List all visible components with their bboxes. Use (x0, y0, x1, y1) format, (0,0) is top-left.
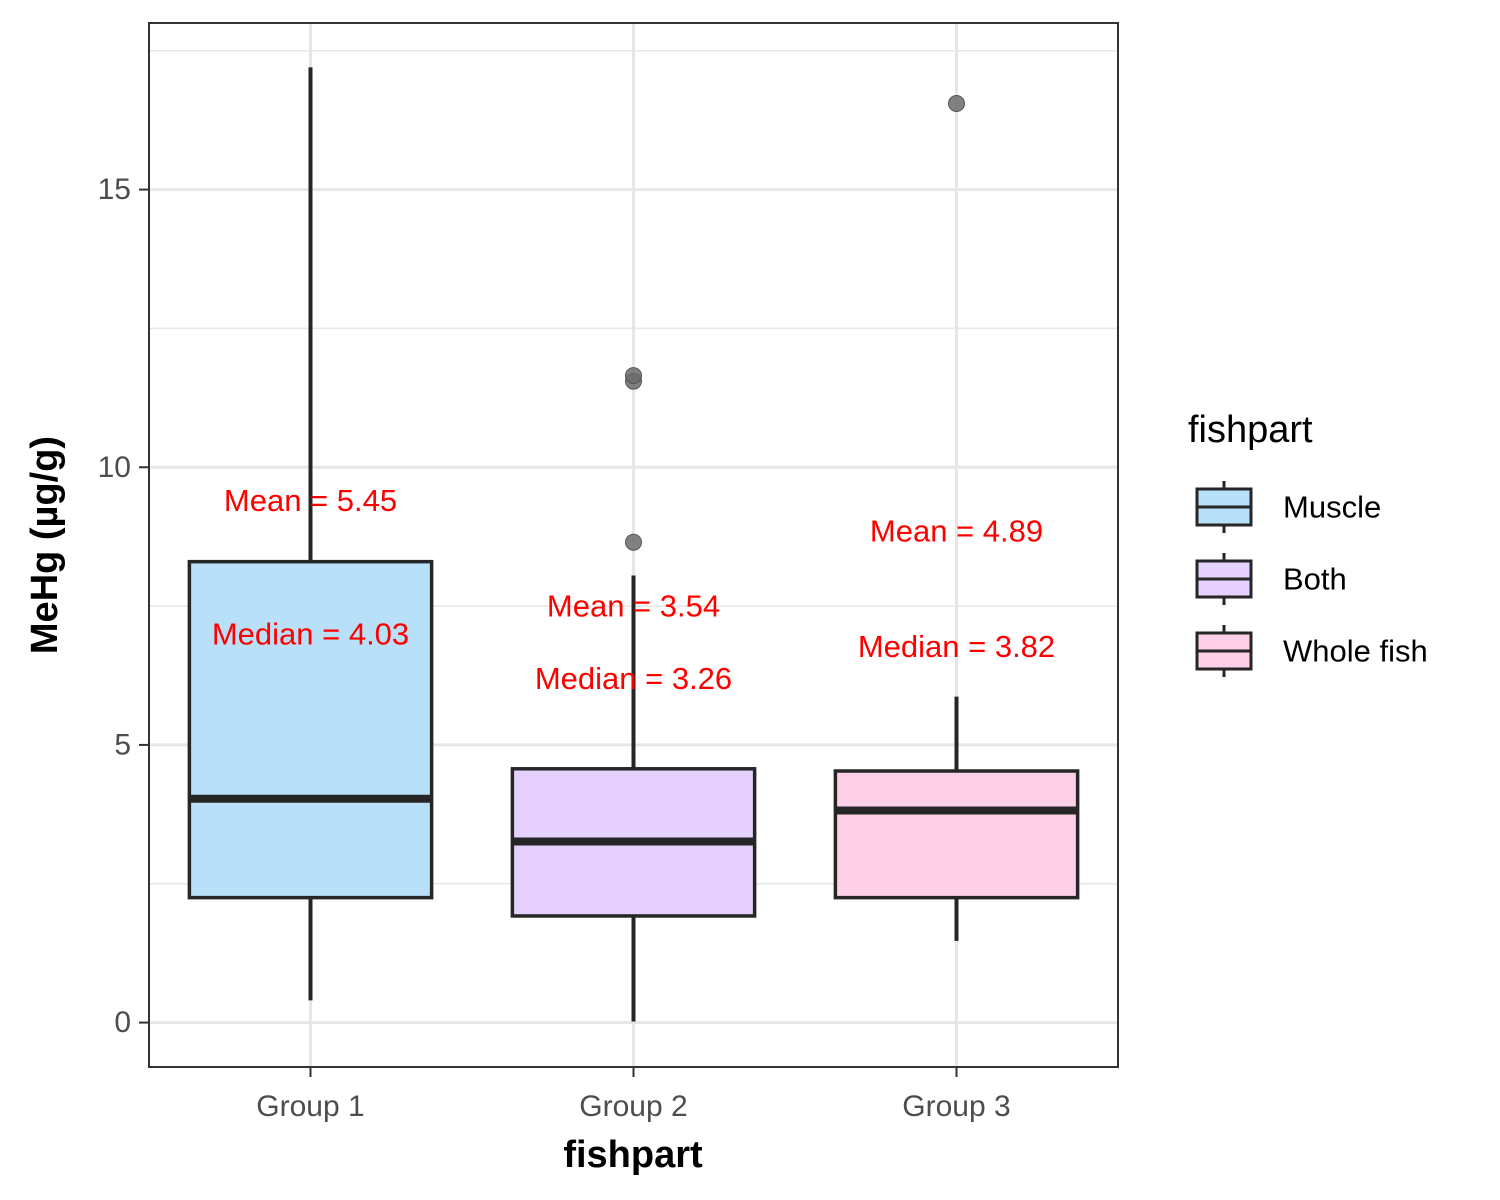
y-axis-title: MeHg (µg/g) (24, 436, 66, 654)
annotation-median: Median = 3.26 (535, 661, 732, 696)
annotation-mean: Mean = 3.54 (547, 589, 720, 624)
annotations: Mean = 5.45 Median = 4.03 Mean = 3.54 Media… (212, 483, 1055, 696)
outlier-point (625, 533, 642, 551)
annotation-mean: Mean = 4.89 (870, 514, 1043, 549)
outlier-point (948, 95, 965, 113)
y-tick-label: 5 (114, 728, 131, 761)
box-body (833, 769, 1080, 900)
legend-label: Whole fish (1283, 634, 1428, 669)
y-tick-label: 0 (114, 1006, 131, 1039)
legend-label: Muscle (1283, 490, 1381, 525)
annotation-median: Median = 4.03 (212, 616, 409, 651)
legend: fishpart Muscle Both Whole fish (1188, 409, 1428, 677)
box-body (187, 559, 434, 900)
axes: 0 5 10 15 Group 1 Group 2 Group 3 (98, 173, 1011, 1123)
annotation-median: Median = 3.82 (858, 629, 1055, 664)
legend-title: fishpart (1188, 409, 1313, 451)
x-tick-label: Group 3 (902, 1090, 1010, 1123)
y-tick-label: 10 (98, 451, 131, 484)
annotation-mean: Mean = 5.45 (224, 483, 397, 518)
x-tick-label: Group 2 (579, 1090, 687, 1123)
outlier-point (625, 367, 642, 385)
box-series (187, 67, 1080, 1022)
y-tick-label: 15 (98, 173, 131, 206)
x-tick-label: Group 1 (256, 1090, 364, 1123)
legend-label: Both (1283, 562, 1347, 597)
x-axis-title: fishpart (563, 1134, 703, 1176)
